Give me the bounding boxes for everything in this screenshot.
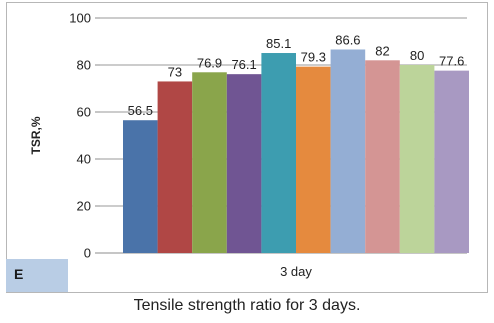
data-label-7: 86.6 (335, 32, 360, 47)
data-label-9: 80 (410, 48, 424, 63)
y-axis-title: TSR,% (29, 116, 43, 154)
bar-6 (296, 66, 331, 254)
y-tick-label: 0 (84, 246, 91, 261)
data-label-5: 85.1 (266, 36, 291, 51)
data-labels: 56.5 73 76.9 76.1 85.1 79.3 86.6 82 80 77.6 (128, 32, 465, 118)
bar-3 (192, 72, 227, 253)
data-label-3: 76.9 (197, 55, 222, 70)
figure-caption: Tensile strength ratio for 3 days. (133, 297, 361, 314)
panel-label-box (6, 259, 68, 292)
y-tick-label: 40 (77, 152, 91, 167)
bar-7 (330, 49, 366, 253)
panel-label: E (14, 266, 24, 282)
data-label-8: 82 (375, 43, 389, 58)
bar-2 (157, 81, 193, 253)
data-label-6: 79.3 (301, 50, 326, 65)
y-tick-label: 60 (77, 105, 91, 120)
bar-9 (399, 65, 435, 253)
x-category-label: 3 day (280, 264, 312, 279)
data-label-2: 73 (168, 64, 182, 79)
data-label-4: 76.1 (231, 57, 256, 72)
bars (123, 49, 469, 254)
bar-1 (123, 120, 158, 253)
bar-10 (434, 70, 469, 253)
bar-4 (226, 74, 262, 253)
y-axis-ticks: 0 20 40 60 80 100 (69, 11, 100, 261)
bar-5 (261, 53, 296, 253)
data-label-1: 56.5 (128, 103, 153, 118)
bar-8 (365, 60, 400, 253)
y-tick-label: 20 (77, 199, 91, 214)
y-tick-label: 80 (77, 58, 91, 73)
data-label-10: 77.6 (439, 54, 464, 69)
y-tick-label: 100 (69, 11, 91, 26)
